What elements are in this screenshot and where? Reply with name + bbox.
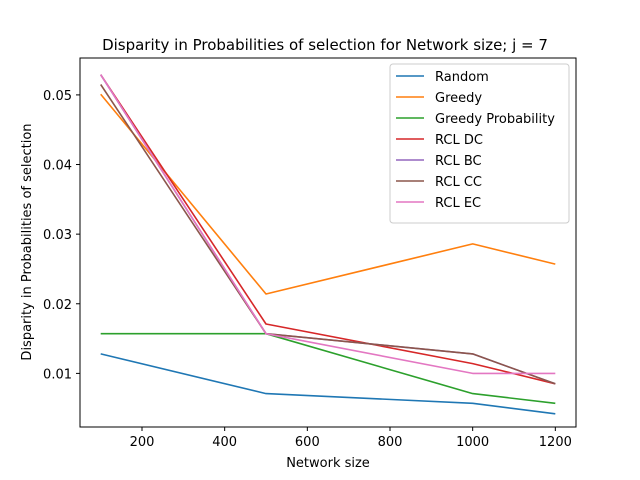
- x-tick-label: 1000: [456, 435, 489, 450]
- x-tick-label: 400: [212, 435, 237, 450]
- legend-label: RCL BC: [435, 154, 482, 169]
- legend-label: RCL DC: [435, 133, 483, 148]
- x-tick-label: 600: [295, 435, 320, 450]
- series-line-1: [100, 93, 556, 295]
- y-axis-ticks: 0.01 0.02 0.03 0.04 0.05: [43, 89, 80, 382]
- legend-label: RCL CC: [435, 175, 482, 190]
- series-line-5: [100, 84, 556, 385]
- x-axis-label: Network size: [286, 456, 370, 471]
- legend-label: RCL EC: [435, 196, 481, 211]
- legend: Random Greedy Greedy Probability RCL DC RCL …: [389, 63, 570, 224]
- series-line-2: [100, 332, 556, 405]
- y-tick-label: 0.02: [43, 298, 72, 313]
- y-tick-label: 0.04: [43, 159, 72, 174]
- chart-title: Disparity in Probabilities of selection …: [102, 36, 548, 54]
- legend-label: Random: [435, 70, 489, 85]
- series-line-6: [100, 74, 556, 375]
- series-line-0: [100, 353, 556, 415]
- y-tick-label: 0.03: [43, 228, 72, 243]
- y-axis-label: Disparity in Probabilities of selection: [20, 123, 35, 360]
- legend-label: Greedy Probability: [435, 112, 555, 127]
- legend-frame: [389, 63, 570, 224]
- x-tick-label: 200: [130, 435, 155, 450]
- x-axis-ticks: 200 400 600 800 1000 1200: [130, 427, 572, 450]
- series-lines: [100, 74, 556, 415]
- legend-label: Greedy: [435, 91, 482, 106]
- y-tick-label: 0.01: [43, 367, 72, 382]
- x-tick-label: 1200: [539, 435, 572, 450]
- x-tick-label: 800: [378, 435, 403, 450]
- y-tick-label: 0.05: [43, 89, 72, 104]
- plot-area: [79, 57, 577, 428]
